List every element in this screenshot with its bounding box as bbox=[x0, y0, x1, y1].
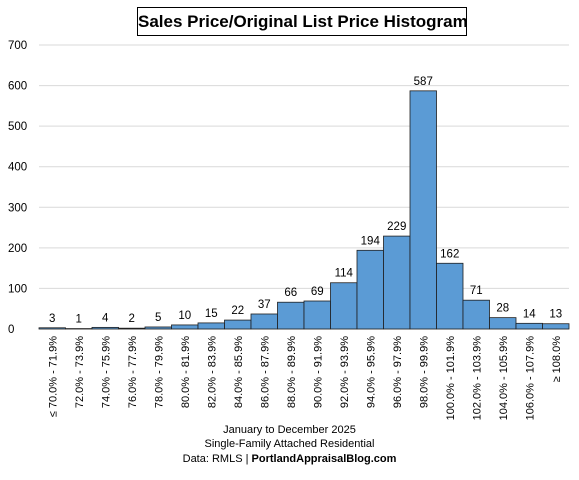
data-label: 13 bbox=[549, 309, 562, 321]
data-label: 10 bbox=[178, 310, 191, 322]
data-label: 587 bbox=[414, 76, 433, 88]
x-tick-label: 82.0% - 83.9% bbox=[206, 336, 218, 408]
data-label: 162 bbox=[440, 248, 459, 260]
x-tick-label: 98.0% - 99.9% bbox=[418, 336, 430, 408]
data-label: 69 bbox=[311, 286, 324, 298]
bar bbox=[330, 282, 358, 330]
y-tick-label: 300 bbox=[8, 202, 27, 214]
bar bbox=[462, 299, 490, 330]
data-label: 14 bbox=[523, 308, 536, 320]
bar bbox=[91, 326, 119, 330]
x-tick-label: 88.0% - 89.9% bbox=[286, 336, 298, 408]
data-label: 194 bbox=[361, 235, 381, 247]
x-tick-label: ≤ 70.0% - 71.9% bbox=[47, 336, 59, 417]
bar bbox=[38, 327, 66, 330]
bar bbox=[144, 326, 172, 330]
bar bbox=[118, 327, 146, 330]
gridlines bbox=[39, 44, 569, 330]
bar bbox=[542, 323, 570, 330]
data-label: 28 bbox=[496, 303, 509, 315]
data-label: 5 bbox=[155, 312, 161, 324]
data-label: 1 bbox=[76, 314, 82, 326]
footer-property-type: Single-Family Attached Residential bbox=[204, 438, 375, 450]
data-label: 114 bbox=[335, 268, 354, 280]
footer-date-range: January to December 2025 bbox=[223, 424, 356, 436]
data-label: 22 bbox=[231, 305, 244, 317]
bar bbox=[224, 319, 252, 330]
footer-source-prefix: Data: RMLS | bbox=[182, 453, 252, 465]
bar bbox=[356, 249, 384, 330]
x-tick-label: 104.0% - 105.9% bbox=[498, 336, 510, 421]
x-tick-label: 74.0% - 75.9% bbox=[100, 336, 112, 408]
chart-title: Sales Price/Original List Price Histogra… bbox=[137, 7, 468, 36]
data-label: 229 bbox=[387, 221, 406, 233]
data-label: 15 bbox=[205, 308, 218, 320]
data-label: 37 bbox=[258, 299, 271, 311]
data-label: 71 bbox=[470, 285, 483, 297]
x-tick-label: 80.0% - 81.9% bbox=[180, 336, 192, 408]
x-tick-label: 94.0% - 95.9% bbox=[365, 336, 377, 408]
bar bbox=[303, 300, 331, 330]
data-label: 3 bbox=[49, 313, 55, 325]
y-tick-label: 500 bbox=[8, 121, 27, 133]
x-tick-label: 78.0% - 79.9% bbox=[153, 336, 165, 408]
bar bbox=[409, 90, 437, 330]
bar bbox=[171, 324, 199, 330]
y-tick-label: 200 bbox=[8, 243, 27, 255]
y-tick-label: 0 bbox=[8, 324, 14, 336]
y-axis-ticks: 0 100 200 300 400 500 600 700 bbox=[8, 40, 27, 336]
x-tick-label: 90.0% - 91.9% bbox=[312, 336, 324, 408]
bar bbox=[197, 322, 225, 330]
y-tick-label: 400 bbox=[8, 162, 27, 174]
bar bbox=[489, 317, 517, 330]
x-tick-label: ≥ 108.0% bbox=[551, 336, 563, 383]
y-tick-label: 700 bbox=[8, 40, 27, 52]
x-tick-label: 100.0% - 101.9% bbox=[445, 336, 457, 421]
bar bbox=[515, 322, 543, 330]
x-tick-label: 76.0% - 77.9% bbox=[127, 336, 139, 408]
bar bbox=[436, 262, 464, 330]
x-tick-label: 84.0% - 85.9% bbox=[233, 336, 245, 408]
bar bbox=[250, 313, 278, 330]
bars bbox=[38, 90, 570, 330]
x-axis-ticks: ≤ 70.0% - 71.9% 72.0% - 73.9% 74.0% - 75.9… bbox=[47, 336, 563, 421]
data-label: 4 bbox=[102, 312, 109, 324]
x-tick-label: 106.0% - 107.9% bbox=[524, 336, 536, 421]
y-tick-label: 600 bbox=[8, 81, 27, 93]
x-tick-label: 102.0% - 103.9% bbox=[471, 336, 483, 421]
footer-source-site: PortlandAppraisalBlog.com bbox=[251, 453, 397, 465]
bar bbox=[277, 301, 305, 330]
y-tick-label: 100 bbox=[8, 283, 27, 295]
x-tick-label: 96.0% - 97.9% bbox=[392, 336, 404, 408]
data-label: 2 bbox=[129, 313, 135, 325]
bar bbox=[383, 235, 411, 330]
x-tick-label: 72.0% - 73.9% bbox=[74, 336, 86, 408]
x-tick-label: 92.0% - 93.9% bbox=[339, 336, 351, 408]
footer-source: Data: RMLS | PortlandAppraisalBlog.com bbox=[0, 453, 579, 466]
x-tick-label: 86.0% - 87.9% bbox=[259, 336, 271, 408]
data-label: 66 bbox=[284, 287, 297, 299]
